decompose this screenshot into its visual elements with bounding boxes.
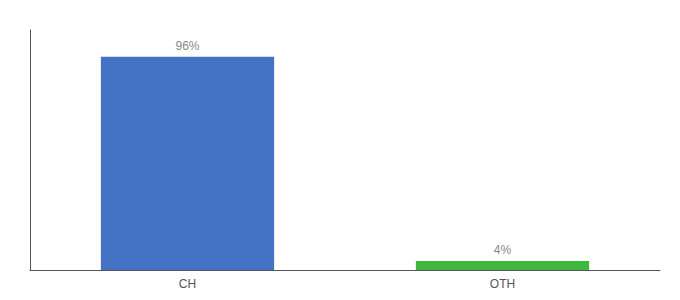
svg-text:4%: 4% bbox=[494, 243, 512, 257]
svg-text:96%: 96% bbox=[175, 39, 199, 53]
svg-text:CH: CH bbox=[179, 277, 196, 291]
svg-text:OTH: OTH bbox=[490, 277, 515, 291]
